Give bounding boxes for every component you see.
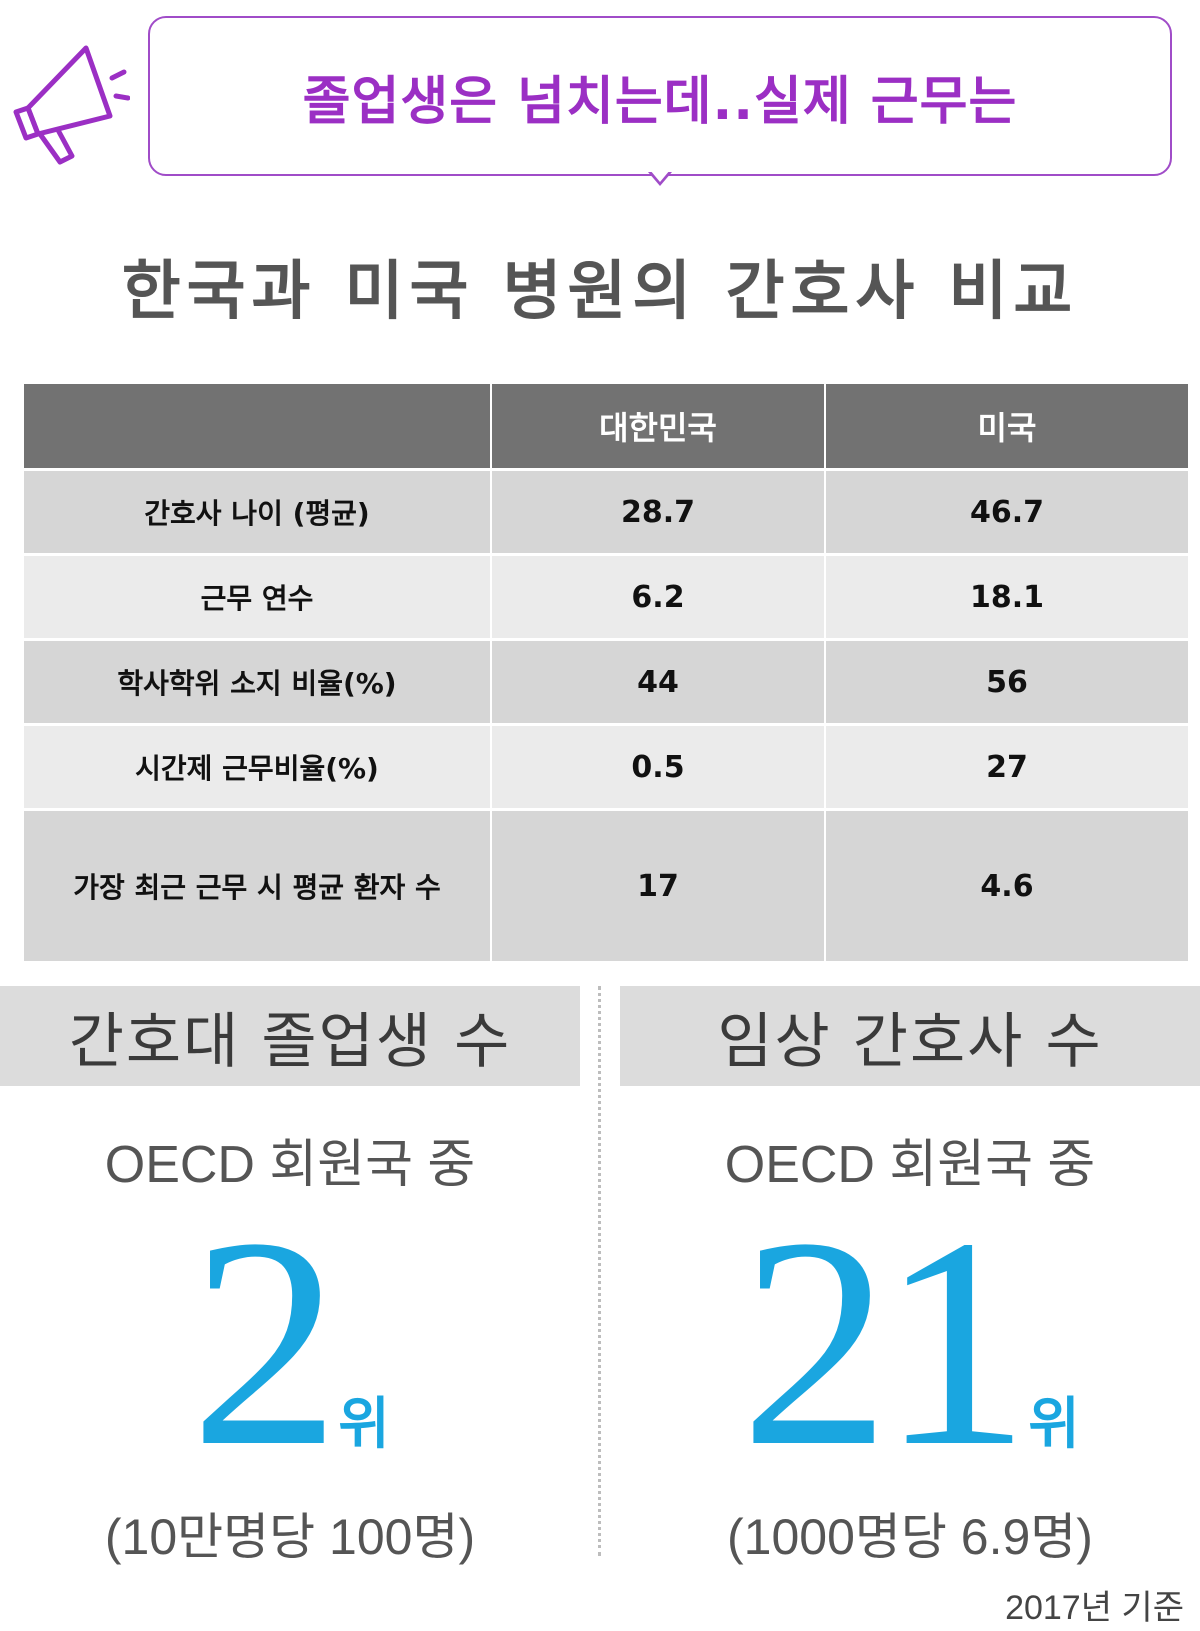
table-row: 가장 최근 근무 시 평균 환자 수 17 4.6 — [24, 808, 1188, 961]
megaphone-icon — [13, 45, 130, 165]
row-label: 가장 최근 근무 시 평균 환자 수 — [24, 808, 492, 961]
usa-value: 46.7 — [825, 468, 1188, 555]
row-label: 간호사 나이 (평균) — [24, 468, 492, 555]
footnote: 2017년 기준 — [1005, 1589, 1184, 1627]
korea-value: 44 — [491, 638, 826, 725]
rank-number: 21 — [740, 1176, 1030, 1508]
korea-value: 28.7 — [491, 468, 826, 555]
bubble-tail — [648, 170, 672, 186]
table-header-row: 대한민국 미국 — [24, 384, 1188, 470]
usa-value: 27 — [825, 723, 1188, 810]
table-row: 간호사 나이 (평균) 28.7 46.7 — [24, 468, 1188, 555]
row-label: 학사학위 소지 비율(%) — [24, 638, 492, 725]
table-header-blank — [24, 384, 492, 470]
page-title: 한국과 미국 병원의 간호사 비교 — [121, 255, 1079, 329]
panel-note: (10만명당 100명) — [104, 1509, 476, 1565]
headline-bubble: 졸업생은 넘치는데..실제 근무는 — [148, 16, 1172, 176]
table-header-korea: 대한민국 — [491, 384, 826, 470]
korea-value: 6.2 — [491, 553, 826, 640]
rank-unit: 위 — [1028, 1392, 1080, 1457]
korea-value: 17 — [491, 808, 826, 961]
clinical-nurses-panel: 임상 간호사 수 OECD 회원국 중 21 위 (1000명당 6.9명) — [620, 986, 1200, 1569]
table-row: 시간제 근무비율(%) 0.5 27 — [24, 723, 1188, 810]
rank-number: 2 — [190, 1176, 340, 1508]
row-label: 시간제 근무비율(%) — [24, 723, 492, 810]
panel-note: (1000명당 6.9명) — [727, 1509, 1093, 1565]
panel-heading: 임상 간호사 수 — [620, 986, 1200, 1086]
usa-value: 4.6 — [825, 808, 1188, 961]
rank-display: 21 위 — [620, 1192, 1200, 1492]
table-row: 학사학위 소지 비율(%) 44 56 — [24, 638, 1188, 725]
rank-unit: 위 — [338, 1392, 390, 1457]
comparison-table: 대한민국 미국 간호사 나이 (평균) 28.7 46.7 근무 연수 6.2 … — [24, 384, 1188, 961]
korea-value: 0.5 — [491, 723, 826, 810]
table-row: 근무 연수 6.2 18.1 — [24, 553, 1188, 640]
column-divider — [598, 986, 601, 1556]
headline-text: 졸업생은 넘치는데..실제 근무는 — [302, 71, 1018, 132]
panel-heading: 간호대 졸업생 수 — [0, 986, 580, 1086]
usa-value: 18.1 — [825, 553, 1188, 640]
panel-subheading: OECD 회원국 중 — [104, 1136, 476, 1194]
panel-subheading: OECD 회원국 중 — [724, 1136, 1096, 1194]
usa-value: 56 — [825, 638, 1188, 725]
row-label: 근무 연수 — [24, 553, 492, 640]
table-header-usa: 미국 — [825, 384, 1188, 470]
